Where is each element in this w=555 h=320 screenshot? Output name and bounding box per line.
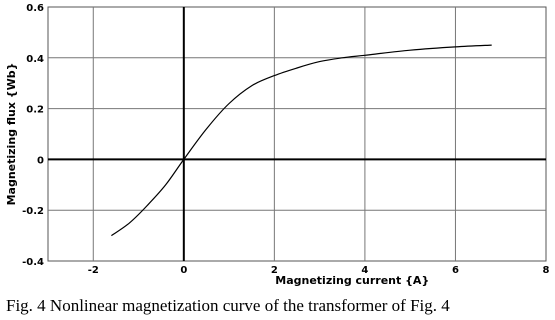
plot-frame (47, 6, 547, 262)
x-tick-label: 0 (180, 265, 187, 276)
x-tick-label: 8 (543, 265, 550, 276)
y-tick-label: 0.6 (26, 3, 44, 14)
series (111, 44, 492, 237)
tick-labels: -2 0 2 4 6 8 -0.4 -0.2 0 0.2 0.4 0.6 (22, 3, 549, 276)
y-tick-label: 0.2 (26, 105, 44, 116)
x-tick-label: 2 (271, 265, 278, 276)
x-axis-label: Magnetizing current {A} (275, 274, 429, 287)
magnetization-curve (111, 44, 492, 237)
figure-caption: Fig. 4 Nonlinear magnetization curve of … (6, 296, 450, 315)
y-tick-label: -0.4 (22, 257, 44, 268)
y-tick-label: 0.4 (26, 54, 44, 65)
grid (47, 6, 547, 262)
y-tick-label: 0 (37, 155, 44, 166)
x-tick-label: 6 (452, 265, 459, 276)
x-tick-label: 4 (361, 265, 368, 276)
x-tick-label: -2 (88, 265, 99, 276)
axes (48, 7, 546, 261)
y-axis-label: Magnetizing flux {Wb} (5, 63, 18, 206)
y-tick-label: -0.2 (22, 206, 44, 217)
